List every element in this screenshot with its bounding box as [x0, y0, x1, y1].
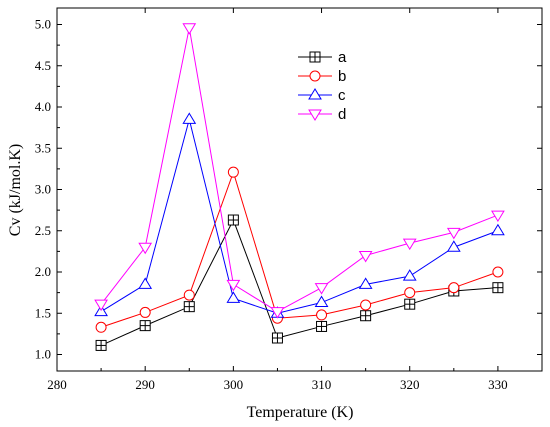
data-point-b [316, 309, 328, 321]
data-point-a [183, 301, 195, 313]
x-tick-label: 310 [312, 377, 332, 392]
data-point-b [492, 266, 504, 278]
x-tick-label: 300 [224, 377, 244, 392]
data-point-c [314, 295, 329, 308]
y-tick-label: 1.0 [35, 347, 51, 362]
legend-item-c: c [298, 87, 346, 104]
y-axis: 1.0 1.5 2.0 2.5 3.0 3.5 4.0 4.5 5.0 [35, 17, 542, 362]
x-tick-label: 330 [488, 377, 508, 392]
x-tick-label: 280 [47, 377, 67, 392]
legend-label: d [338, 106, 346, 123]
legend-marker [309, 70, 321, 82]
y-tick-label: 4.0 [35, 99, 51, 114]
legend-item-d: d [298, 106, 346, 123]
series-line-a [100, 218, 498, 346]
data-point-c [358, 277, 373, 289]
data-point-c [446, 240, 461, 252]
legend-label: b [338, 68, 346, 85]
legend-item-a: a [298, 49, 347, 66]
data-point-a [227, 214, 239, 226]
x-axis-title: Temperature (K) [247, 404, 354, 421]
data-point-a [316, 320, 328, 332]
data-point-c [182, 112, 197, 124]
data-point-a [95, 339, 107, 351]
data-point-b [183, 289, 195, 301]
data-point-d [94, 299, 108, 312]
data-point-b [139, 306, 151, 318]
data-point-d [402, 238, 417, 251]
legend-label: a [338, 49, 347, 66]
y-tick-label: 3.0 [35, 182, 51, 197]
data-point-d [314, 283, 329, 295]
data-point-a [139, 320, 151, 332]
series-line-c [100, 119, 499, 314]
y-tick-label: 4.5 [35, 58, 51, 73]
data-point-a [492, 282, 504, 294]
data-point-d [182, 23, 197, 35]
y-tick-label: 1.5 [35, 305, 51, 320]
y-tick-label: 2.0 [35, 264, 51, 279]
data-point-b [360, 299, 372, 311]
data-point-d [138, 242, 153, 255]
y-axis-title: Cv (kJ/mol.K) [7, 144, 24, 236]
legend-marker [308, 88, 322, 100]
data-point-d [446, 227, 461, 240]
data-point-b [404, 287, 416, 299]
data-point-d [358, 251, 373, 263]
data-point-d [270, 307, 285, 319]
series-layer [94, 23, 505, 351]
data-point-b [448, 282, 460, 294]
data-point-c [226, 291, 241, 303]
data-point-c [491, 223, 505, 236]
legend-label: c [338, 87, 346, 104]
data-point-a [271, 332, 283, 344]
data-point-a [360, 310, 372, 322]
data-point-d [226, 279, 241, 292]
data-point-b [227, 166, 239, 178]
y-tick-label: 5.0 [35, 17, 51, 32]
legend-marker [308, 109, 322, 121]
series-line-d [100, 27, 499, 313]
x-tick-label: 320 [400, 377, 420, 392]
legend-item-b: b [298, 68, 346, 85]
data-point-c [138, 277, 153, 289]
legend-marker [309, 51, 321, 63]
series-line-b [100, 170, 499, 328]
data-point-c [402, 269, 417, 281]
x-tick-label: 290 [135, 377, 155, 392]
data-point-d [491, 210, 505, 223]
data-point-b [95, 321, 107, 333]
data-point-a [404, 298, 416, 310]
x-axis: 280 290 300 310 320 330 [47, 8, 508, 392]
y-tick-label: 2.5 [35, 223, 51, 238]
y-tick-label: 3.5 [35, 140, 51, 155]
